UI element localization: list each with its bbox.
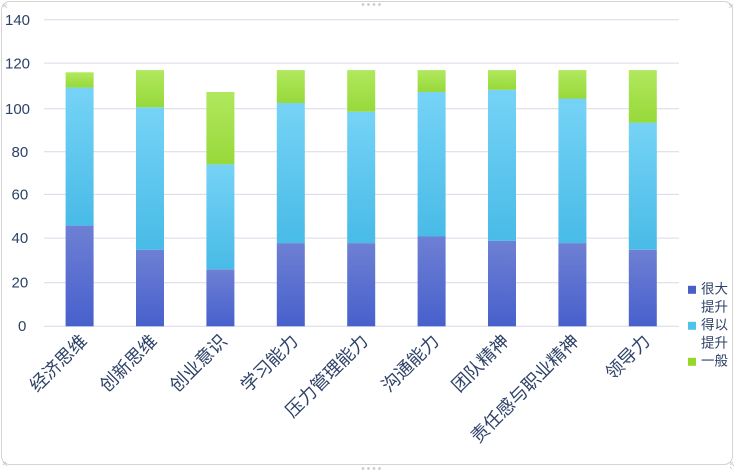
svg-text:0: 0	[18, 318, 26, 335]
svg-text:60: 60	[12, 187, 29, 204]
svg-text:一般: 一般	[701, 354, 729, 369]
svg-text:得以: 得以	[701, 317, 729, 333]
svg-text:提升: 提升	[701, 300, 728, 315]
svg-text:提升: 提升	[701, 336, 728, 351]
svg-text:20: 20	[12, 275, 29, 292]
svg-text:120: 120	[5, 56, 30, 73]
svg-text:140: 140	[5, 12, 30, 29]
svg-text:100: 100	[5, 101, 30, 118]
svg-text:80: 80	[12, 144, 29, 161]
svg-text:40: 40	[12, 230, 29, 247]
svg-text:很大: 很大	[701, 282, 728, 297]
